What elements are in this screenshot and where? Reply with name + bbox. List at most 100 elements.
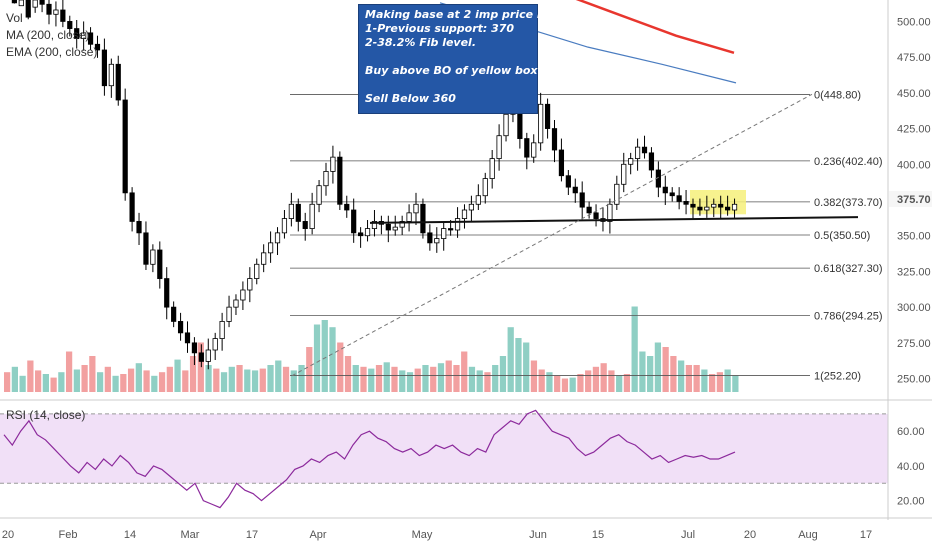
note-line-2: 1-Previous support: 370 bbox=[365, 22, 515, 35]
support-line bbox=[369, 216, 859, 224]
volume-bar bbox=[329, 327, 336, 392]
volume-bar bbox=[104, 366, 111, 392]
indicator-legend: Vol MA (200, close) EMA (200, close) bbox=[6, 10, 97, 61]
volume-bars bbox=[4, 306, 739, 392]
volume-bar bbox=[244, 369, 251, 392]
volume-bar bbox=[81, 365, 88, 392]
volume-bar bbox=[647, 356, 654, 392]
vol-label[interactable]: Vol bbox=[6, 11, 23, 25]
time-tick-label: Jun bbox=[529, 529, 547, 541]
candle-body bbox=[544, 103, 551, 129]
candle-body bbox=[662, 186, 668, 194]
volume-bar bbox=[166, 366, 173, 392]
volume-bar bbox=[461, 351, 468, 392]
time-tick-label: Feb bbox=[59, 529, 78, 541]
volume-bar bbox=[507, 327, 514, 392]
candle-body bbox=[614, 183, 620, 205]
volume-bar bbox=[73, 369, 80, 392]
fib-level-label: 0(448.80) bbox=[814, 90, 861, 102]
candle-body bbox=[406, 212, 412, 222]
candle-body bbox=[676, 195, 682, 202]
volume-bar bbox=[352, 365, 359, 392]
volume-bar bbox=[306, 347, 313, 392]
price-tick-label: 350.00 bbox=[897, 231, 931, 243]
note-line-5: Buy above BO of yellow box bbox=[365, 64, 538, 77]
volume-bar bbox=[321, 320, 328, 392]
volume-bar bbox=[538, 369, 545, 392]
volume-bar bbox=[112, 375, 119, 392]
fib-diagonal-line bbox=[291, 93, 813, 377]
volume-bar bbox=[600, 363, 607, 392]
volume-bar bbox=[437, 363, 445, 392]
candle-body bbox=[593, 212, 599, 219]
ema-label[interactable]: EMA (200, close) bbox=[6, 45, 98, 59]
candle-body bbox=[226, 306, 232, 322]
annotation-note[interactable]: Making base at 2 imp price level: 1-Prev… bbox=[358, 4, 571, 114]
candle-body bbox=[725, 206, 731, 211]
candle-body bbox=[53, 9, 59, 15]
ma-200-line bbox=[575, 0, 735, 55]
volume-bar bbox=[546, 372, 553, 392]
candle-body bbox=[434, 238, 440, 244]
candle-body bbox=[87, 32, 94, 45]
candle-body bbox=[385, 223, 391, 231]
volume-bar bbox=[120, 374, 127, 392]
candle-body bbox=[531, 142, 537, 158]
note-line-3: 2-38.2% Fib level. bbox=[365, 36, 477, 49]
candle-body bbox=[731, 203, 738, 211]
candle-body bbox=[309, 203, 315, 229]
fib-level-label: 0.236(402.40) bbox=[814, 156, 883, 168]
volume-bar bbox=[484, 372, 491, 392]
ma-label[interactable]: MA (200, close) bbox=[6, 28, 90, 42]
candle-body bbox=[697, 206, 703, 211]
volume-bar bbox=[709, 374, 716, 392]
candle-body bbox=[25, 0, 31, 18]
volume-bar bbox=[189, 356, 197, 392]
candle-body bbox=[496, 135, 502, 159]
candle-body bbox=[274, 232, 281, 244]
volume-bar bbox=[19, 375, 26, 392]
volume-bar bbox=[554, 375, 561, 392]
candle-body bbox=[295, 203, 301, 222]
candle-body bbox=[572, 186, 578, 194]
candle-body bbox=[171, 306, 177, 322]
volume-bar bbox=[127, 368, 135, 392]
candle-body bbox=[267, 242, 274, 254]
volume-bar bbox=[414, 368, 421, 392]
current-price-label: 375.70 bbox=[897, 194, 931, 206]
volume-bar bbox=[530, 360, 538, 392]
price-tick-label: 325.00 bbox=[897, 266, 931, 278]
candle-body bbox=[67, 21, 73, 29]
candle-body bbox=[392, 226, 398, 231]
volume-bar bbox=[337, 342, 344, 392]
volume-bar bbox=[654, 342, 662, 392]
candle-body bbox=[122, 99, 128, 194]
candle-body bbox=[413, 203, 419, 214]
candle-body bbox=[371, 221, 378, 229]
price-tick-label: 450.00 bbox=[897, 88, 931, 100]
yellow-box bbox=[690, 190, 746, 215]
candle-body bbox=[711, 203, 717, 208]
time-tick-label: Apr bbox=[309, 529, 326, 541]
candle-body bbox=[302, 221, 308, 229]
volume-bar bbox=[515, 338, 522, 392]
candle-body bbox=[150, 249, 156, 265]
rsi-tick-label: 60.00 bbox=[897, 426, 925, 438]
volume-bar bbox=[213, 368, 220, 392]
volume-bar bbox=[383, 362, 390, 392]
volume-bar bbox=[499, 356, 507, 392]
candle-body bbox=[247, 278, 253, 291]
candle-body bbox=[212, 338, 218, 351]
volume-bar bbox=[228, 366, 235, 392]
candle-body bbox=[538, 103, 544, 144]
rsi-tick-label: 20.00 bbox=[897, 496, 925, 508]
volume-bar bbox=[468, 366, 476, 392]
volume-bar bbox=[65, 351, 73, 392]
price-tick-label: 400.00 bbox=[897, 159, 931, 171]
candle-body bbox=[482, 178, 488, 197]
rsi-label[interactable]: RSI (14, close) bbox=[6, 408, 86, 422]
volume-bar bbox=[685, 365, 693, 392]
candle-body bbox=[281, 218, 288, 234]
